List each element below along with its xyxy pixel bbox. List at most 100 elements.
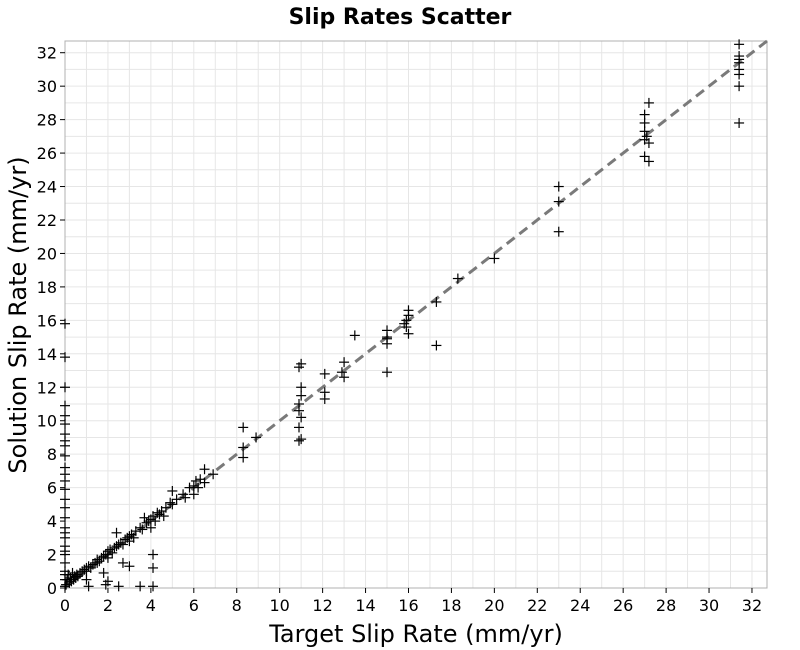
data-point	[188, 480, 199, 491]
data-point	[238, 422, 249, 433]
data-point	[339, 357, 350, 368]
data-point	[734, 39, 745, 50]
data-point	[83, 561, 94, 572]
data-point	[87, 559, 98, 570]
data-point	[238, 452, 249, 463]
data-point	[294, 405, 304, 416]
data-point	[319, 393, 330, 404]
data-point	[382, 325, 393, 336]
x-tick-label: 0	[60, 596, 70, 615]
data-point	[401, 322, 412, 333]
x-tick-label: 2	[103, 596, 113, 615]
data-point	[158, 511, 169, 522]
data-point	[165, 497, 176, 508]
data-point	[238, 442, 249, 453]
data-point	[102, 552, 113, 563]
y-tick-label: 16	[37, 311, 57, 330]
data-point	[336, 367, 347, 378]
data-point	[98, 551, 109, 562]
y-tick-label: 28	[37, 111, 57, 130]
data-point	[102, 576, 113, 587]
data-point	[641, 131, 652, 142]
x-tick-label: 8	[232, 596, 242, 615]
y-tick-label: 30	[37, 77, 57, 96]
y-tick-label: 20	[37, 244, 57, 263]
data-point	[553, 181, 564, 192]
data-point	[60, 502, 70, 513]
y-tick-label: 10	[37, 412, 57, 431]
data-point	[111, 527, 122, 538]
data-point	[431, 296, 442, 307]
data-point	[251, 432, 262, 443]
data-point	[643, 138, 654, 149]
chart-title: Slip Rates Scatter	[289, 5, 512, 30]
x-tick-label: 10	[269, 596, 289, 615]
data-point	[319, 368, 330, 379]
data-point	[128, 532, 139, 543]
data-point	[124, 561, 135, 572]
data-point	[60, 410, 70, 421]
y-tick-label: 2	[47, 546, 57, 565]
data-point	[639, 117, 650, 128]
data-point	[190, 475, 201, 486]
data-point	[60, 450, 70, 461]
data-point	[152, 507, 163, 518]
data-point	[180, 492, 191, 503]
data-point	[60, 352, 70, 363]
data-point	[296, 434, 307, 445]
data-point	[296, 358, 307, 369]
data-point	[60, 494, 70, 505]
data-point	[734, 117, 745, 128]
data-point	[734, 81, 745, 92]
data-point	[60, 435, 70, 446]
data-point	[734, 54, 745, 65]
data-point	[60, 527, 70, 538]
x-axis-label: Target Slip Rate (mm/yr)	[268, 620, 563, 648]
y-tick-label: 24	[37, 178, 57, 197]
data-point	[296, 412, 307, 423]
x-tick-label: 26	[613, 596, 633, 615]
x-tick-label: 24	[570, 596, 590, 615]
x-tick-label: 28	[656, 596, 676, 615]
data-point	[160, 502, 171, 513]
data-point	[60, 469, 70, 480]
data-point	[296, 382, 307, 393]
reference-line	[64, 39, 768, 590]
data-point	[382, 367, 393, 378]
data-point	[294, 435, 304, 446]
data-point	[137, 524, 148, 535]
data-point	[199, 464, 210, 475]
data-point	[113, 581, 124, 592]
y-tick-label: 32	[37, 44, 57, 63]
data-point	[643, 156, 654, 167]
data-point	[148, 549, 159, 560]
x-tick-label: 6	[189, 596, 199, 615]
data-point	[92, 554, 103, 565]
y-tick-label: 8	[47, 445, 57, 464]
data-point	[117, 539, 128, 550]
data-point	[60, 484, 70, 495]
data-point	[643, 97, 654, 108]
y-tick-label: 26	[37, 144, 57, 163]
data-point	[60, 400, 70, 411]
y-axis-label: Solution Slip Rate (mm/yr)	[4, 156, 32, 473]
data-point	[145, 522, 156, 533]
data-point	[349, 330, 360, 341]
data-point	[60, 557, 70, 568]
y-tick-label: 6	[47, 479, 57, 498]
x-tick-label: 14	[355, 596, 375, 615]
x-tick-label: 20	[484, 596, 504, 615]
data-point	[199, 477, 210, 488]
data-point	[60, 318, 70, 329]
data-point	[188, 489, 199, 500]
data-point	[403, 328, 414, 339]
data-point	[167, 499, 178, 510]
y-tick-label: 22	[37, 211, 57, 230]
x-tick-label: 22	[527, 596, 547, 615]
x-tick-label: 4	[146, 596, 156, 615]
x-tick-label: 12	[312, 596, 332, 615]
data-point	[431, 340, 442, 351]
data-point	[135, 581, 146, 592]
data-point	[135, 522, 146, 533]
